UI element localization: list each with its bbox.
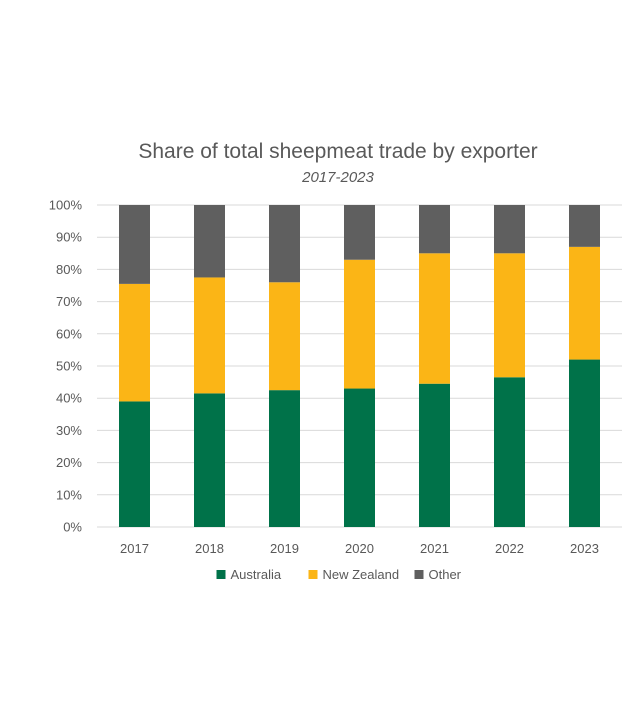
chart-subtitle: 2017-2023 (301, 169, 374, 186)
bar-australia-2021 (419, 383, 450, 527)
bar-other-2020 (344, 205, 375, 260)
bar-new-zealand-2022 (494, 253, 525, 378)
bar-new-zealand-2020 (344, 259, 375, 389)
x-tick-label: 2022 (495, 541, 524, 556)
y-axis-ticks: 0% 10% 20% 30% 40% 50% 60% 70% 80% 90% 100% (49, 198, 83, 535)
bar-new-zealand-2021 (419, 253, 450, 384)
x-tick-label: 2017 (120, 541, 149, 556)
legend-swatch (308, 570, 318, 579)
x-tick-label: 2019 (270, 541, 299, 556)
bar-new-zealand-2019 (269, 282, 300, 391)
y-tick-label: 90% (56, 230, 82, 245)
y-tick-label: 100% (49, 198, 83, 213)
y-tick-label: 10% (56, 487, 82, 502)
bar-other-2023 (569, 205, 600, 247)
bar-new-zealand-2017 (119, 283, 150, 402)
bar-australia-2019 (269, 390, 300, 527)
bar-australia-2017 (119, 401, 150, 527)
x-tick-label: 2021 (420, 541, 449, 556)
bar-australia-2022 (494, 377, 525, 527)
legend: Australia New Zealand Other (216, 567, 462, 582)
x-tick-label: 2018 (195, 541, 224, 556)
bar-other-2022 (494, 205, 525, 254)
x-tick-label: 2020 (345, 541, 374, 556)
bar-australia-2018 (194, 393, 225, 527)
legend-label: New Zealand (323, 567, 400, 582)
chart-title: Share of total sheepmeat trade by export… (138, 140, 537, 163)
y-tick-label: 80% (56, 262, 82, 277)
bar-other-2017 (119, 205, 150, 284)
bar-new-zealand-2023 (569, 246, 600, 360)
y-tick-label: 70% (56, 294, 82, 309)
y-tick-label: 50% (56, 359, 82, 374)
legend-label: Other (429, 567, 462, 582)
y-tick-label: 30% (56, 423, 82, 438)
legend-swatch (216, 570, 226, 579)
y-tick-label: 0% (63, 520, 82, 535)
x-tick-label: 2023 (570, 541, 599, 556)
bar-other-2021 (419, 205, 450, 254)
bar-other-2018 (194, 205, 225, 278)
bar-australia-2023 (569, 359, 600, 527)
y-tick-label: 60% (56, 326, 82, 341)
bars (119, 205, 600, 527)
bar-australia-2020 (344, 388, 375, 527)
y-tick-label: 20% (56, 455, 82, 470)
legend-label: Australia (231, 567, 282, 582)
x-axis-ticks: 2017 2018 2019 2020 2021 2022 2023 (120, 541, 599, 556)
bar-other-2019 (269, 205, 300, 283)
y-tick-label: 40% (56, 391, 82, 406)
legend-swatch (414, 570, 424, 579)
bar-new-zealand-2018 (194, 277, 225, 394)
